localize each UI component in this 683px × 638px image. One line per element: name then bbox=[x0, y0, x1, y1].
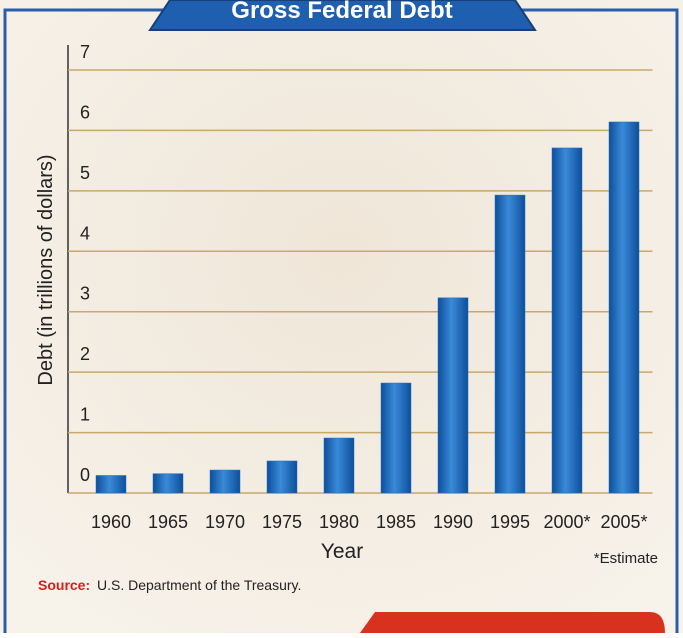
bar bbox=[209, 469, 241, 494]
y-tick-label: 6 bbox=[80, 102, 90, 122]
y-tick-label: 4 bbox=[80, 223, 90, 243]
x-tick-label: 1965 bbox=[148, 512, 188, 532]
bar bbox=[608, 121, 640, 494]
bar bbox=[380, 382, 412, 494]
x-tick-label: 1990 bbox=[433, 512, 473, 532]
bar bbox=[551, 147, 583, 494]
source: U.S. Department of the Treasury. bbox=[97, 577, 301, 593]
x-axis-label: Year bbox=[321, 540, 363, 563]
chart-title: Gross Federal Debt bbox=[231, 0, 452, 24]
source-label: Source: bbox=[38, 577, 90, 593]
bar bbox=[95, 475, 127, 494]
x-tick-label: 1975 bbox=[262, 512, 302, 532]
x-tick-label: 2000* bbox=[543, 512, 590, 532]
title-tab bbox=[148, 0, 537, 31]
x-tick-label: 1960 bbox=[91, 512, 131, 532]
y-tick-label: 1 bbox=[80, 405, 90, 425]
section-tab bbox=[360, 612, 665, 633]
y-tick-label: 3 bbox=[80, 284, 90, 304]
note: *Estimate bbox=[594, 550, 658, 567]
x-tick-label: 1980 bbox=[319, 512, 359, 532]
x-tick-label: 2005* bbox=[600, 512, 647, 532]
x-tick-label: 1985 bbox=[376, 512, 416, 532]
y-tick-label: 5 bbox=[80, 163, 90, 183]
bar bbox=[437, 297, 469, 494]
x-tick-label: 1970 bbox=[205, 512, 245, 532]
bar bbox=[266, 460, 298, 494]
y-axis-label: Debt (in trillions of dollars) bbox=[35, 154, 57, 385]
y-tick-label: 7 bbox=[80, 42, 90, 62]
y-tick-label: 0 bbox=[80, 465, 90, 485]
x-tick-label: 1995 bbox=[490, 512, 530, 532]
bar bbox=[494, 194, 526, 494]
bar bbox=[152, 473, 184, 494]
bar bbox=[323, 437, 355, 494]
y-tick-label: 2 bbox=[80, 344, 90, 364]
